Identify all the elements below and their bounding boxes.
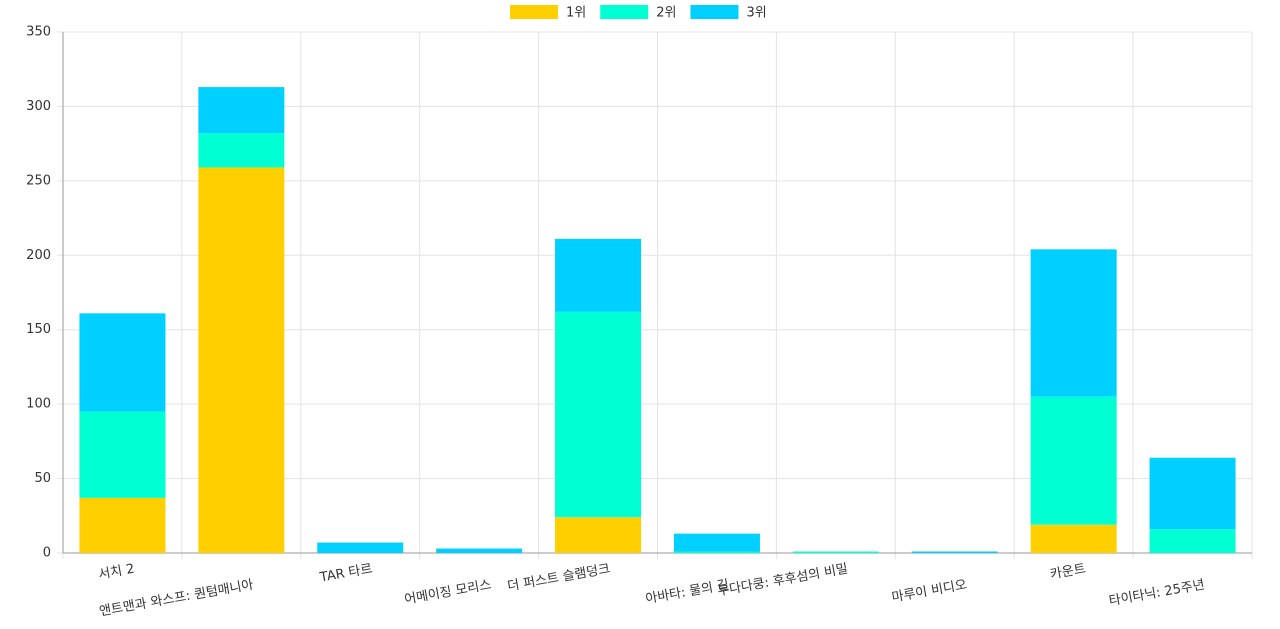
bar-segment <box>555 238 642 312</box>
x-tick-label: 카운트 <box>1049 562 1087 583</box>
bar-segment <box>436 548 523 553</box>
legend-label: 3위 <box>746 6 766 21</box>
x-tick-label: TAR 타르 <box>318 562 374 586</box>
y-tick-label: 200 <box>26 248 51 263</box>
bar-segment <box>1149 457 1236 530</box>
bar-segment <box>1030 524 1117 553</box>
legend-swatch <box>510 5 558 19</box>
bar-segment <box>792 551 879 553</box>
bar-segment <box>673 533 760 552</box>
bar-segment <box>79 313 166 412</box>
bar-segment <box>198 87 285 134</box>
x-tick-label: 서치 2 <box>97 562 135 583</box>
bar-segment <box>198 167 285 553</box>
legend-label: 2위 <box>656 6 676 21</box>
bar-segment <box>555 311 642 518</box>
bar-segment <box>1149 529 1236 553</box>
y-tick-label: 250 <box>26 173 51 188</box>
x-tick-label: 앤트맨과 와스프: 퀀텀매니아 <box>98 578 254 620</box>
bar-segment <box>79 497 166 553</box>
y-tick-label: 50 <box>34 471 51 486</box>
bar-segment <box>317 542 404 553</box>
bar-segment <box>673 551 760 553</box>
x-tick-label: 타이타닉: 25주년 <box>1108 578 1206 610</box>
bar-segment <box>555 517 642 553</box>
x-tick-label: 마루이 비디오 <box>891 578 968 606</box>
bar-segment <box>198 133 285 168</box>
y-tick-label: 150 <box>26 322 51 337</box>
bar-segment <box>1030 249 1117 397</box>
x-tick-label: 어메이징 모리스 <box>403 578 492 608</box>
legend-swatch <box>600 5 649 19</box>
bar-segment <box>79 411 166 498</box>
y-tick-label: 350 <box>26 25 51 40</box>
y-tick-label: 300 <box>26 99 51 114</box>
x-tick-label: 두다다쿵: 후후섬의 비밀 <box>716 562 849 600</box>
bar-segment <box>1030 396 1117 525</box>
x-tick-label: 더 퍼스트 슬램덩크 <box>506 562 611 595</box>
legend-label: 1위 <box>566 6 586 21</box>
y-tick-label: 100 <box>26 397 51 412</box>
bar-segment <box>911 551 998 553</box>
legend-swatch <box>690 5 739 19</box>
y-tick-label: 0 <box>43 546 51 561</box>
